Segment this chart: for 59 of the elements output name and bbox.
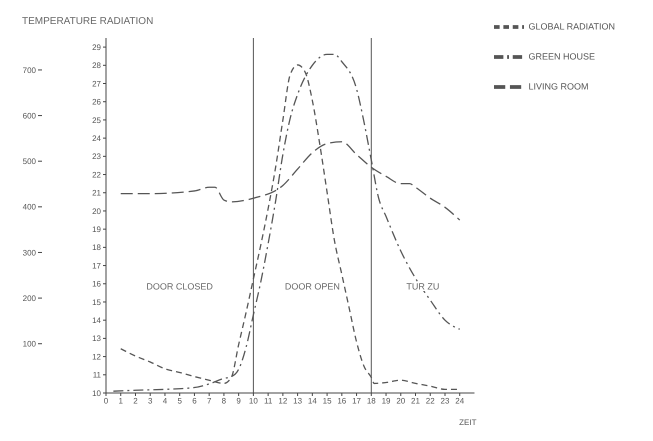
y-tick-label: 12 (92, 352, 102, 362)
x-tick-label: 2 (133, 396, 138, 406)
x-tick-label: 5 (177, 396, 182, 406)
y2-tick-label: 100 (22, 340, 37, 349)
x-tick-label: 8 (222, 396, 227, 406)
y-tick-label: 26 (92, 98, 102, 107)
x-tick-label: 7 (206, 396, 212, 406)
y-tick-label: 10 (92, 388, 102, 398)
x-tick-label: 4 (162, 396, 168, 406)
y-tick-label: 29 (92, 42, 102, 52)
y-tick-label: 14 (92, 316, 102, 326)
x-tick-label: 6 (192, 396, 198, 406)
y2-tick-label: 400 (22, 202, 37, 212)
x-tick-label: 3 (148, 396, 153, 406)
y-tick-label: 11 (92, 370, 102, 380)
annotation: DOOR OPEN (284, 282, 340, 292)
x-tick-label: 17 (352, 396, 362, 406)
x-tick-label: 18 (366, 396, 376, 406)
annotation: DOOR CLOSED (146, 282, 214, 292)
y-tick-label: 13 (92, 334, 102, 344)
x-tick-label: 16 (337, 396, 347, 406)
x-tick-label: 22 (426, 396, 436, 406)
y-tick-label: 25 (92, 116, 102, 125)
y-tick-label: 19 (92, 224, 102, 234)
y-tick-label: 23 (92, 152, 102, 162)
x-tick-label: 1 (118, 396, 124, 406)
x-tick-label: 15 (322, 396, 332, 406)
x-tick-label: 9 (236, 396, 242, 406)
y-tick-label: 24 (92, 134, 102, 143)
y-tick-label: 21 (92, 188, 102, 198)
legend-label: GREEN HOUSE (528, 51, 595, 62)
y2-tick-label: 600 (22, 111, 37, 120)
y-axis-title: TEMPERATURE RADIATION (22, 16, 154, 27)
y-tick-label: 20 (92, 206, 102, 216)
y2-tick-label: 200 (22, 294, 37, 303)
x-axis-title: ZEIT (459, 418, 477, 427)
y-tick-label: 28 (92, 61, 102, 70)
x-tick-label: 24 (455, 396, 465, 406)
x-tick-label: 11 (264, 396, 273, 406)
legend-label: LIVING ROOM (528, 81, 588, 92)
x-tick-label: 19 (382, 396, 392, 406)
y2-tick-label: 500 (22, 157, 37, 166)
x-tick-label: 20 (396, 396, 406, 406)
y2-tick-label: 300 (22, 248, 37, 258)
x-tick-label: 10 (248, 396, 258, 406)
x-tick-label: 13 (293, 396, 303, 406)
x-tick-label: 23 (440, 396, 450, 406)
x-tick-label: 12 (278, 396, 288, 406)
y-tick-label: 27 (92, 79, 102, 88)
y-tick-label: 17 (92, 261, 102, 270)
x-tick-label: 14 (308, 396, 318, 406)
y-tick-label: 15 (92, 298, 102, 307)
x-tick-label: 21 (411, 396, 421, 406)
y-tick-label: 22 (92, 170, 102, 180)
x-tick-label: 0 (104, 396, 109, 406)
y-tick-label: 16 (92, 280, 102, 289)
y-tick-label: 18 (92, 243, 102, 252)
y2-tick-label: 700 (22, 66, 37, 75)
legend-label: GLOBAL RADIATION (528, 21, 615, 32)
